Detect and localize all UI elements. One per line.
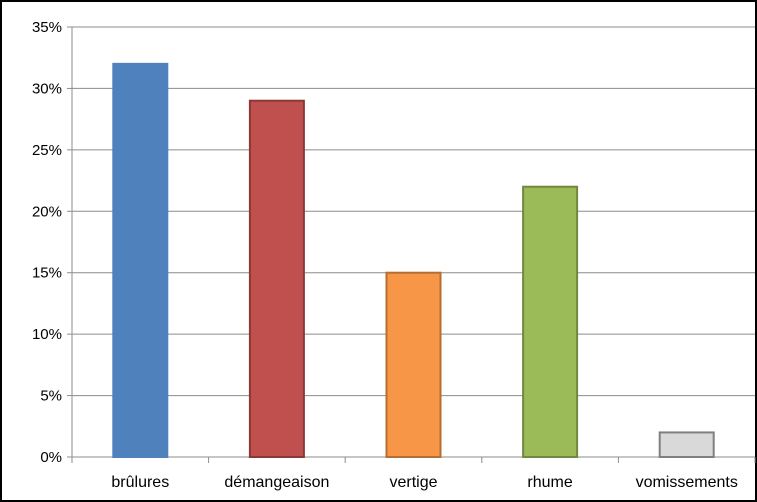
y-axis-tick-labels: 0% 5% 10% 15% 20% 25% 30% 35% <box>32 19 62 466</box>
y-tick-label: 30% <box>32 80 62 97</box>
x-category-label: vomissements <box>636 474 738 491</box>
x-category-label: vertige <box>389 474 437 491</box>
bar-2 <box>385 271 442 459</box>
y-tick-label: 15% <box>32 265 62 282</box>
x-category-label: brûlures <box>111 474 169 491</box>
bars <box>112 62 715 459</box>
y-tick-label: 5% <box>40 388 62 405</box>
y-tick-label: 0% <box>40 449 62 466</box>
x-category-label: démangeaison <box>224 474 329 491</box>
bar-3 <box>522 185 579 458</box>
y-tick-label: 20% <box>32 203 62 220</box>
bar-1 <box>248 99 305 458</box>
y-tick-label: 25% <box>32 142 62 159</box>
y-tick-label: 10% <box>32 326 62 343</box>
x-category-label: rhume <box>527 474 572 491</box>
y-tick-label: 35% <box>32 19 62 36</box>
bar-4 <box>658 431 715 458</box>
bar-0 <box>112 62 169 458</box>
gridlines <box>72 26 755 397</box>
x-axis-category-labels: brûlures démangeaison vertige rhume vomissem… <box>111 474 737 491</box>
